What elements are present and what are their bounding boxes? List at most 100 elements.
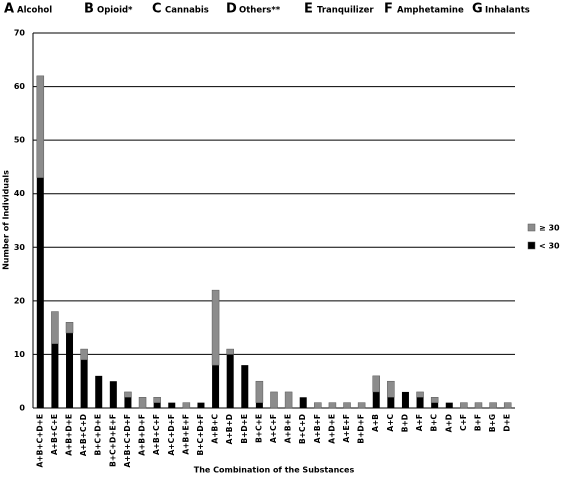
- bar-segment: [372, 375, 380, 393]
- x-tick-label: A+C+D+F: [167, 414, 176, 456]
- bar-segment: [36, 75, 45, 178]
- bar-segment: [416, 397, 424, 408]
- bar-segment: [284, 391, 293, 409]
- bar-segment: [489, 402, 497, 409]
- x-tick-label: A+B+C+F: [152, 414, 161, 455]
- legend-swatch: [527, 241, 536, 250]
- x-tick-label: A+D: [444, 414, 453, 432]
- bar-segment: [197, 402, 205, 408]
- bar-segment: [328, 402, 337, 409]
- key-letter: F: [384, 2, 393, 17]
- bar-segment: [270, 391, 278, 409]
- bar-segment: [65, 322, 74, 334]
- bar-segment: [124, 391, 132, 398]
- x-tick-label: B+C+D+E+F: [108, 414, 117, 467]
- key-name: Others**: [239, 6, 281, 16]
- bar-segment: [51, 311, 59, 344]
- x-tick-label: A+B+C+D+E: [35, 414, 44, 468]
- bar-segment: [460, 402, 468, 409]
- key-letter: C: [152, 2, 162, 17]
- x-axis-title: The Combination of the Substances: [194, 466, 355, 475]
- x-tick-label: B+C: [430, 414, 439, 432]
- x-tick-label: A+B: [371, 414, 380, 432]
- x-tick-label: A+F: [415, 414, 424, 431]
- key-name: Opioid*: [97, 6, 133, 16]
- x-tick-label: A+B+E: [284, 414, 293, 443]
- bar-segment: [168, 402, 176, 408]
- bar-segment: [241, 365, 249, 408]
- bar-segment: [255, 402, 263, 408]
- y-tick-label: 0: [19, 404, 25, 413]
- x-tick-label: B+C+D: [298, 414, 307, 444]
- x-tick-label: B+G: [488, 414, 497, 432]
- x-tick-label: B+C+E: [254, 414, 263, 443]
- bar-segment: [343, 402, 351, 409]
- bar-segment: [299, 397, 307, 408]
- bar-segment: [387, 380, 395, 398]
- y-tick-label: 20: [14, 296, 26, 305]
- x-tick-label: A+B+D+E: [65, 414, 74, 456]
- bar-segment: [66, 333, 74, 408]
- key-name: Cannabis: [165, 6, 209, 16]
- bar-segment: [212, 365, 220, 408]
- bar-segment: [401, 391, 409, 408]
- bar-segment: [182, 402, 191, 409]
- bar-segment: [357, 402, 366, 409]
- bar-segment: [51, 343, 59, 408]
- key-name: Tranquilizer: [317, 6, 374, 16]
- bar-segment: [226, 348, 234, 355]
- key-letter: E: [304, 2, 313, 17]
- bar-segment: [153, 402, 161, 408]
- bar-segment: [138, 397, 147, 409]
- x-tick-label: A+C+F: [269, 414, 278, 443]
- bar-segment: [445, 402, 453, 408]
- y-tick-label: 70: [14, 29, 26, 38]
- bar-segment: [314, 402, 322, 409]
- bar-segment: [153, 397, 161, 403]
- y-tick-label: 10: [14, 350, 26, 359]
- bar-segment: [387, 397, 395, 408]
- bar-segment: [430, 397, 439, 403]
- x-tick-label: A+B+E+F: [181, 414, 190, 455]
- bar-segment: [95, 375, 103, 408]
- bar-segment: [80, 348, 88, 361]
- x-tick-label: A+C: [386, 414, 395, 432]
- bar-segment: [474, 402, 483, 409]
- x-tick-label: B+D: [400, 414, 409, 432]
- y-tick-label: 60: [14, 82, 26, 91]
- bar-segment: [431, 402, 439, 408]
- bar-segment: [109, 381, 117, 408]
- y-tick-label: 50: [14, 136, 26, 145]
- substance-key: A Alcohol B Opioid* C Cannabis D Others** E Tranq…: [4, 2, 530, 17]
- bar-segment: [211, 289, 220, 366]
- x-tick-label: A+E+F: [342, 414, 351, 443]
- x-tick-label: A+B+C+E: [50, 414, 59, 455]
- legend-label: ≥ 30: [539, 224, 560, 233]
- x-tick-label: B+F: [473, 414, 482, 431]
- x-tick-label: A+B+D: [225, 414, 234, 444]
- x-tick-label: A+B+D+F: [138, 414, 147, 456]
- x-tick-label: A+D+E: [327, 414, 336, 444]
- key-name: Inhalants: [485, 6, 530, 16]
- y-axis-title: Number of Individuals: [2, 170, 11, 270]
- x-tick-label: B+C+D+F: [196, 414, 205, 455]
- x-tick-label: A+B+F: [313, 414, 322, 443]
- key-name: Amphetamine: [397, 6, 464, 16]
- bar-segment: [503, 402, 512, 409]
- bar-segment: [80, 359, 88, 408]
- bar-segment: [36, 177, 44, 408]
- key-name: Alcohol: [17, 6, 52, 16]
- y-tick-label: 30: [14, 243, 26, 252]
- x-tick-label: B+D+F: [357, 414, 366, 444]
- bar-segment: [372, 391, 380, 408]
- bar-segment: [255, 380, 264, 403]
- key-letter: B: [84, 2, 94, 17]
- x-tick-label: A+B+C+D+F: [123, 414, 132, 468]
- bar-segment: [416, 391, 424, 398]
- bar-segment: [124, 397, 132, 408]
- x-tick-label: C+F: [459, 414, 468, 431]
- bar-segment: [226, 354, 234, 408]
- x-tick-label: B+D+E: [240, 414, 249, 444]
- x-tick-label: A+B+C+D: [79, 414, 88, 456]
